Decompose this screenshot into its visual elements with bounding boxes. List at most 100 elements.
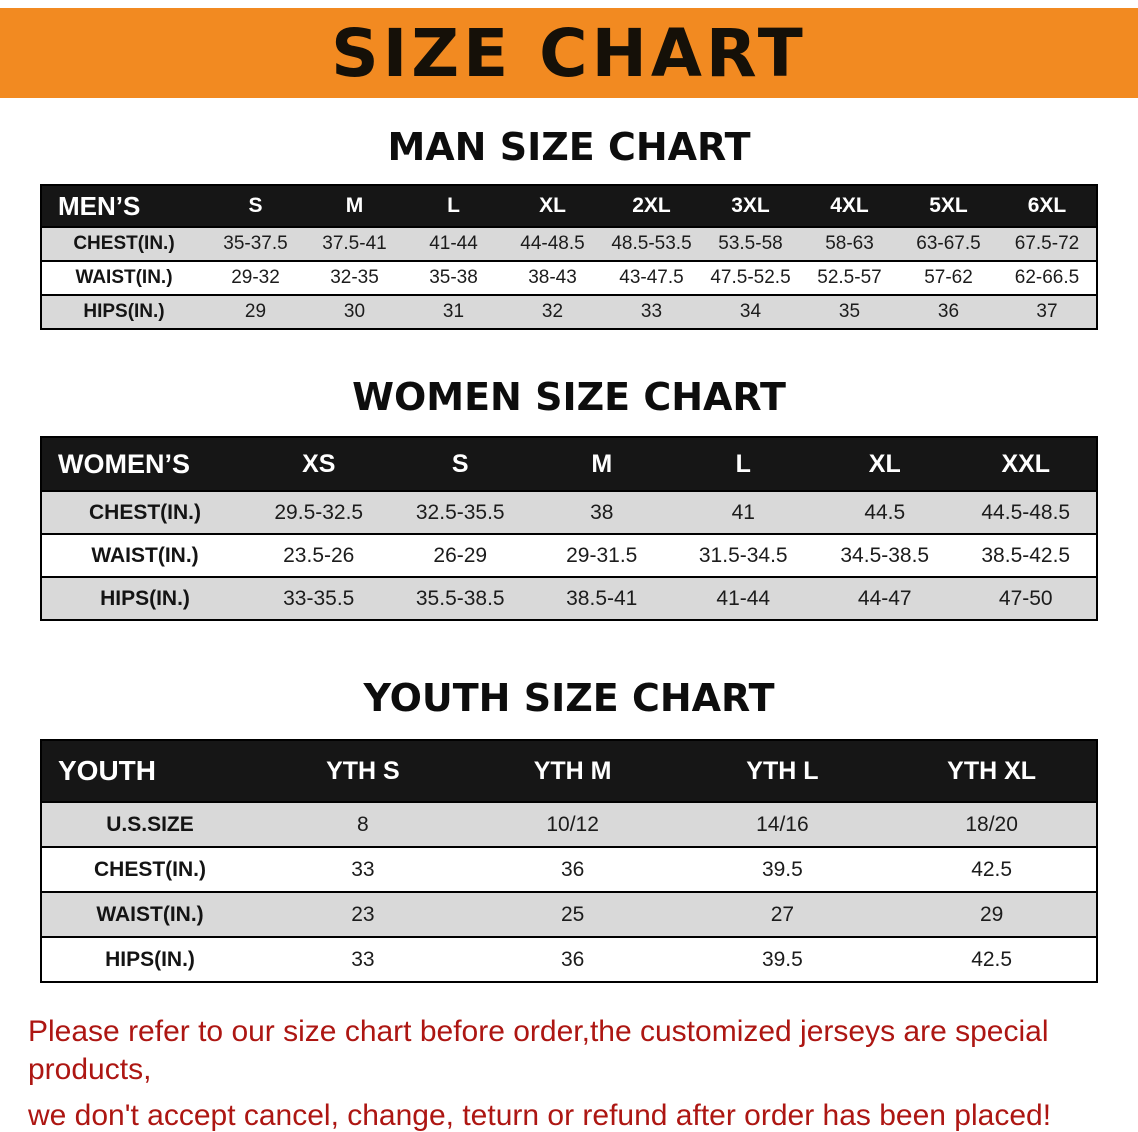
table-row: CHEST(IN.) 33 36 39.5 42.5: [41, 846, 1097, 893]
row-label: U.S.SIZE: [41, 801, 258, 848]
row-label: HIPS(IN.): [41, 936, 258, 983]
size-column-header: L: [672, 436, 814, 492]
table-header-row: WOMEN’S XS S M L XL XXL: [41, 436, 1097, 492]
size-column-header: M: [305, 184, 404, 228]
size-value: 36: [899, 294, 998, 330]
size-value: 37: [998, 294, 1097, 330]
size-value: 27: [677, 891, 888, 938]
men-section-heading: MAN SIZE CHART: [387, 125, 751, 169]
size-column-header: M: [531, 436, 673, 492]
row-label: CHEST(IN.): [41, 490, 248, 535]
youth-section: YOUTH SIZE CHART YOUTH YTH S YTH M YTH L YTH…: [0, 675, 1138, 983]
row-label: CHEST(IN.): [41, 226, 206, 262]
size-column-header: 5XL: [899, 184, 998, 228]
size-value: 31.5-34.5: [672, 533, 814, 578]
size-value: 48.5-53.5: [602, 226, 701, 262]
main-title: SIZE CHART: [331, 14, 807, 92]
table-corner-label: YOUTH: [41, 739, 258, 803]
size-value: 32.5-35.5: [389, 490, 531, 535]
size-column-header: XL: [503, 184, 602, 228]
size-value: 52.5-57: [800, 260, 899, 296]
table-header-row: YOUTH YTH S YTH M YTH L YTH XL: [41, 739, 1097, 803]
table-row: WAIST(IN.) 29-32 32-35 35-38 38-43 43-47.5 47.…: [41, 260, 1097, 296]
size-value: 38-43: [503, 260, 602, 296]
size-value: 39.5: [677, 846, 888, 893]
men-section: MAN SIZE CHART MEN’S S M L XL 2XL 3XL 4XL 5XL 6XL…: [0, 124, 1138, 330]
size-column-header: YTH S: [258, 739, 468, 803]
title-banner: SIZE CHART: [0, 8, 1138, 98]
size-value: 42.5: [887, 846, 1097, 893]
size-value: 43-47.5: [602, 260, 701, 296]
size-value: 38.5-41: [531, 576, 673, 621]
table-corner-label: WOMEN’S: [41, 436, 248, 492]
size-value: 30: [305, 294, 404, 330]
size-column-header: 6XL: [998, 184, 1097, 228]
size-value: 8: [258, 801, 468, 848]
size-value: 35: [800, 294, 899, 330]
women-section: WOMEN SIZE CHART WOMEN’S XS S M L XL XXL CHEST(…: [0, 374, 1138, 621]
size-value: 47-50: [955, 576, 1097, 621]
women-section-heading: WOMEN SIZE CHART: [352, 375, 786, 419]
table-row: HIPS(IN.) 29 30 31 32 33 34 35 36 37: [41, 294, 1097, 330]
size-value: 29: [887, 891, 1097, 938]
size-value: 34: [701, 294, 800, 330]
size-value: 41: [672, 490, 814, 535]
size-value: 62-66.5: [998, 260, 1097, 296]
size-column-header: S: [389, 436, 531, 492]
table-header-row: MEN’S S M L XL 2XL 3XL 4XL 5XL 6XL: [41, 184, 1097, 228]
size-column-header: L: [404, 184, 503, 228]
women-size-table: WOMEN’S XS S M L XL XXL CHEST(IN.) 29.5-32.5 32.5…: [40, 436, 1098, 621]
size-value: 41-44: [404, 226, 503, 262]
size-value: 44-48.5: [503, 226, 602, 262]
table-row: WAIST(IN.) 23 25 27 29: [41, 891, 1097, 938]
size-value: 35-38: [404, 260, 503, 296]
size-value: 63-67.5: [899, 226, 998, 262]
size-value: 53.5-58: [701, 226, 800, 262]
row-label: CHEST(IN.): [41, 846, 258, 893]
size-value: 44.5-48.5: [955, 490, 1097, 535]
size-value: 33: [602, 294, 701, 330]
size-column-header: YTH L: [677, 739, 888, 803]
row-label: WAIST(IN.): [41, 260, 206, 296]
size-column-header: XL: [814, 436, 956, 492]
size-value: 35-37.5: [206, 226, 305, 262]
size-column-header: YTH M: [467, 739, 678, 803]
size-value: 26-29: [389, 533, 531, 578]
size-column-header: YTH XL: [887, 739, 1097, 803]
size-value: 38: [531, 490, 673, 535]
table-row: HIPS(IN.) 33-35.5 35.5-38.5 38.5-41 41-44 44-…: [41, 576, 1097, 621]
size-value: 33: [258, 846, 468, 893]
notice-line-1: Please refer to our size chart before or…: [28, 1015, 1049, 1086]
size-value: 35.5-38.5: [389, 576, 531, 621]
row-label: WAIST(IN.): [41, 533, 248, 578]
men-size-table: MEN’S S M L XL 2XL 3XL 4XL 5XL 6XL CHEST(IN.) 35-37…: [40, 184, 1098, 330]
row-label: WAIST(IN.): [41, 891, 258, 938]
size-value: 47.5-52.5: [701, 260, 800, 296]
size-column-header: S: [206, 184, 305, 228]
size-value: 33-35.5: [248, 576, 390, 621]
order-notice: Please refer to our size chart before or…: [0, 1013, 1138, 1132]
size-value: 67.5-72: [998, 226, 1097, 262]
size-value: 57-62: [899, 260, 998, 296]
size-value: 29-31.5: [531, 533, 673, 578]
size-value: 33: [258, 936, 468, 983]
size-value: 10/12: [467, 801, 678, 848]
size-value: 14/16: [677, 801, 888, 848]
size-value: 44.5: [814, 490, 956, 535]
table-corner-label: MEN’S: [41, 184, 206, 228]
size-column-header: XS: [248, 436, 390, 492]
table-row: U.S.SIZE 8 10/12 14/16 18/20: [41, 801, 1097, 848]
size-value: 37.5-41: [305, 226, 404, 262]
size-value: 32-35: [305, 260, 404, 296]
size-value: 23.5-26: [248, 533, 390, 578]
size-value: 36: [467, 846, 678, 893]
size-value: 42.5: [887, 936, 1097, 983]
size-value: 31: [404, 294, 503, 330]
youth-section-heading: YOUTH SIZE CHART: [363, 676, 775, 720]
size-value: 41-44: [672, 576, 814, 621]
size-value: 23: [258, 891, 468, 938]
size-column-header: XXL: [955, 436, 1097, 492]
size-column-header: 4XL: [800, 184, 899, 228]
size-value: 44-47: [814, 576, 956, 621]
